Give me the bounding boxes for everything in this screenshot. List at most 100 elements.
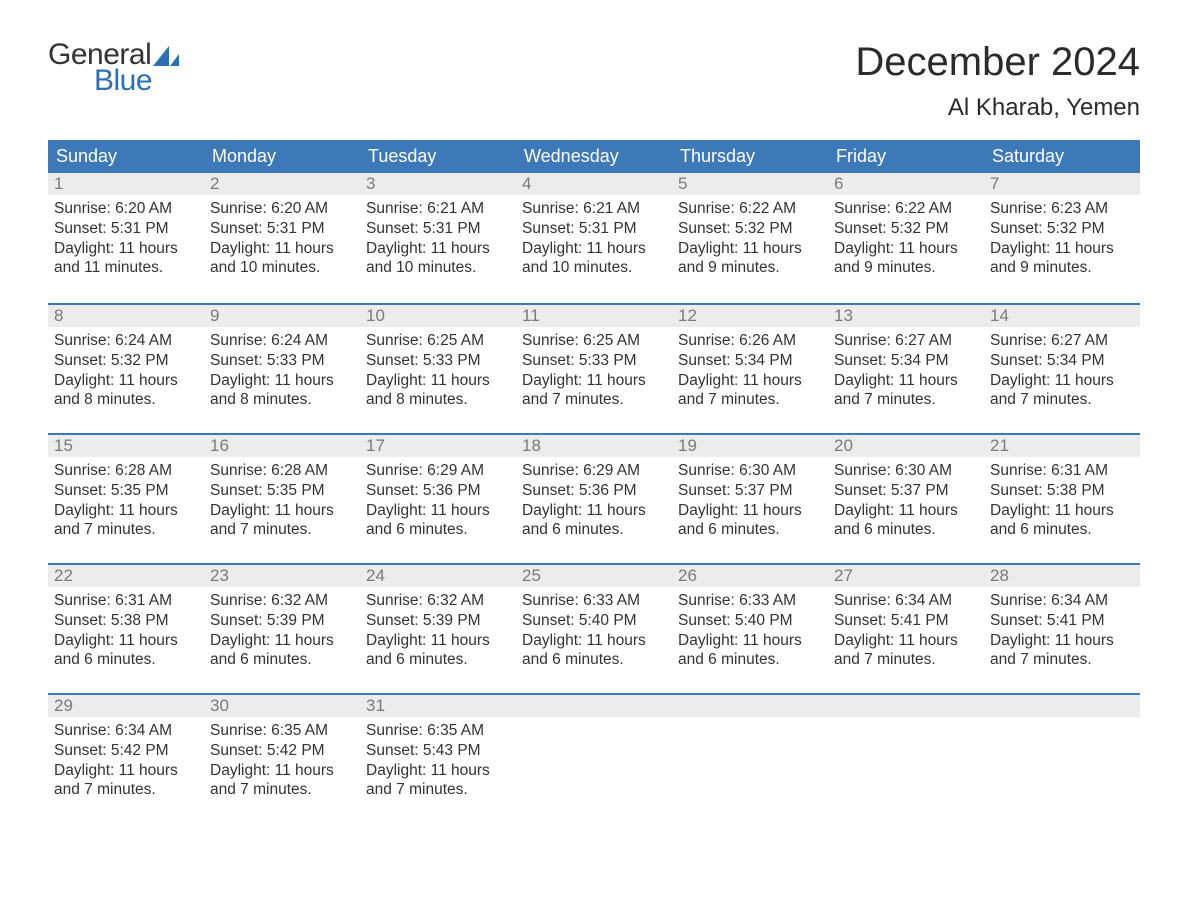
day-body: Sunrise: 6:23 AMSunset: 5:32 PMDaylight:…: [984, 195, 1140, 278]
daylight-text-2: and 7 minutes.: [366, 780, 510, 800]
page-subtitle: Al Kharab, Yemen: [855, 94, 1140, 122]
sunset-text: Sunset: 5:34 PM: [678, 351, 822, 371]
daylight-text-1: Daylight: 11 hours: [678, 631, 822, 651]
day-body: Sunrise: 6:34 AMSunset: 5:41 PMDaylight:…: [828, 587, 984, 670]
sunrise-text: Sunrise: 6:32 AM: [210, 591, 354, 611]
daylight-text-2: and 11 minutes.: [54, 258, 198, 278]
day-number-row: 27: [828, 565, 984, 587]
sunrise-text: Sunrise: 6:27 AM: [834, 331, 978, 351]
sunset-text: Sunset: 5:31 PM: [210, 219, 354, 239]
day-of-week-header: Sunday Monday Tuesday Wednesday Thursday…: [48, 140, 1140, 173]
calendar-day: 23Sunrise: 6:32 AMSunset: 5:39 PMDayligh…: [204, 565, 360, 693]
day-body: Sunrise: 6:29 AMSunset: 5:36 PMDaylight:…: [516, 457, 672, 540]
sunset-text: Sunset: 5:34 PM: [990, 351, 1134, 371]
daylight-text-2: and 7 minutes.: [834, 390, 978, 410]
day-number-row: 20: [828, 435, 984, 457]
daylight-text-1: Daylight: 11 hours: [54, 631, 198, 651]
dow-wednesday: Wednesday: [516, 140, 672, 173]
day-body: Sunrise: 6:33 AMSunset: 5:40 PMDaylight:…: [672, 587, 828, 670]
logo: General Blue: [48, 40, 179, 96]
day-number: 29: [48, 696, 73, 716]
daylight-text-2: and 7 minutes.: [54, 520, 198, 540]
sunrise-text: Sunrise: 6:33 AM: [522, 591, 666, 611]
calendar-day: [516, 695, 672, 823]
day-body: Sunrise: 6:20 AMSunset: 5:31 PMDaylight:…: [48, 195, 204, 278]
daylight-text-2: and 9 minutes.: [678, 258, 822, 278]
daylight-text-2: and 6 minutes.: [678, 520, 822, 540]
day-number-row: 3: [360, 173, 516, 195]
daylight-text-1: Daylight: 11 hours: [522, 501, 666, 521]
day-number-row: 28: [984, 565, 1140, 587]
day-number-row: 1: [48, 173, 204, 195]
calendar-day: 30Sunrise: 6:35 AMSunset: 5:42 PMDayligh…: [204, 695, 360, 823]
sail-icon: [153, 46, 179, 66]
calendar-day: 1Sunrise: 6:20 AMSunset: 5:31 PMDaylight…: [48, 173, 204, 303]
day-body: Sunrise: 6:28 AMSunset: 5:35 PMDaylight:…: [204, 457, 360, 540]
daylight-text-1: Daylight: 11 hours: [366, 631, 510, 651]
day-number: 12: [672, 306, 697, 326]
day-body: Sunrise: 6:35 AMSunset: 5:42 PMDaylight:…: [204, 717, 360, 800]
calendar-day: 18Sunrise: 6:29 AMSunset: 5:36 PMDayligh…: [516, 435, 672, 563]
day-number: 23: [204, 566, 229, 586]
calendar-day: 17Sunrise: 6:29 AMSunset: 5:36 PMDayligh…: [360, 435, 516, 563]
daylight-text-2: and 7 minutes.: [54, 780, 198, 800]
weeks-container: 1Sunrise: 6:20 AMSunset: 5:31 PMDaylight…: [48, 173, 1140, 823]
dow-saturday: Saturday: [984, 140, 1140, 173]
daylight-text-1: Daylight: 11 hours: [522, 239, 666, 259]
calendar-day: 24Sunrise: 6:32 AMSunset: 5:39 PMDayligh…: [360, 565, 516, 693]
daylight-text-1: Daylight: 11 hours: [678, 239, 822, 259]
sunset-text: Sunset: 5:33 PM: [366, 351, 510, 371]
daylight-text-2: and 6 minutes.: [366, 520, 510, 540]
day-number: 25: [516, 566, 541, 586]
calendar-day: 2Sunrise: 6:20 AMSunset: 5:31 PMDaylight…: [204, 173, 360, 303]
title-block: December 2024 Al Kharab, Yemen: [855, 40, 1140, 122]
day-number: 22: [48, 566, 73, 586]
day-number: 30: [204, 696, 229, 716]
calendar-day: 19Sunrise: 6:30 AMSunset: 5:37 PMDayligh…: [672, 435, 828, 563]
sunset-text: Sunset: 5:34 PM: [834, 351, 978, 371]
sunset-text: Sunset: 5:41 PM: [990, 611, 1134, 631]
day-body: Sunrise: 6:29 AMSunset: 5:36 PMDaylight:…: [360, 457, 516, 540]
sunrise-text: Sunrise: 6:34 AM: [834, 591, 978, 611]
daylight-text-2: and 6 minutes.: [834, 520, 978, 540]
sunrise-text: Sunrise: 6:24 AM: [210, 331, 354, 351]
calendar-day: 20Sunrise: 6:30 AMSunset: 5:37 PMDayligh…: [828, 435, 984, 563]
sunrise-text: Sunrise: 6:34 AM: [54, 721, 198, 741]
logo-text-2: Blue: [94, 66, 152, 96]
daylight-text-2: and 10 minutes.: [366, 258, 510, 278]
sunrise-text: Sunrise: 6:34 AM: [990, 591, 1134, 611]
day-body: Sunrise: 6:33 AMSunset: 5:40 PMDaylight:…: [516, 587, 672, 670]
daylight-text-1: Daylight: 11 hours: [990, 501, 1134, 521]
day-body: Sunrise: 6:24 AMSunset: 5:32 PMDaylight:…: [48, 327, 204, 410]
sunset-text: Sunset: 5:37 PM: [678, 481, 822, 501]
sunrise-text: Sunrise: 6:32 AM: [366, 591, 510, 611]
day-number: 4: [516, 174, 531, 194]
sunrise-text: Sunrise: 6:28 AM: [210, 461, 354, 481]
day-body: Sunrise: 6:27 AMSunset: 5:34 PMDaylight:…: [828, 327, 984, 410]
day-body: Sunrise: 6:22 AMSunset: 5:32 PMDaylight:…: [828, 195, 984, 278]
day-number-row: 7: [984, 173, 1140, 195]
calendar-day: 14Sunrise: 6:27 AMSunset: 5:34 PMDayligh…: [984, 305, 1140, 433]
day-number-row: 5: [672, 173, 828, 195]
calendar-day: 15Sunrise: 6:28 AMSunset: 5:35 PMDayligh…: [48, 435, 204, 563]
daylight-text-2: and 9 minutes.: [834, 258, 978, 278]
calendar-week: 22Sunrise: 6:31 AMSunset: 5:38 PMDayligh…: [48, 563, 1140, 693]
dow-monday: Monday: [204, 140, 360, 173]
daylight-text-1: Daylight: 11 hours: [522, 631, 666, 651]
daylight-text-1: Daylight: 11 hours: [366, 239, 510, 259]
sunset-text: Sunset: 5:43 PM: [366, 741, 510, 761]
sunset-text: Sunset: 5:38 PM: [54, 611, 198, 631]
day-number-row: 29: [48, 695, 204, 717]
daylight-text-2: and 6 minutes.: [522, 650, 666, 670]
sunset-text: Sunset: 5:31 PM: [366, 219, 510, 239]
daylight-text-2: and 10 minutes.: [522, 258, 666, 278]
day-number: 26: [672, 566, 697, 586]
sunset-text: Sunset: 5:31 PM: [522, 219, 666, 239]
day-number: 17: [360, 436, 385, 456]
day-number-row: 18: [516, 435, 672, 457]
calendar-day: 26Sunrise: 6:33 AMSunset: 5:40 PMDayligh…: [672, 565, 828, 693]
sunset-text: Sunset: 5:32 PM: [54, 351, 198, 371]
day-body: Sunrise: 6:34 AMSunset: 5:41 PMDaylight:…: [984, 587, 1140, 670]
day-number: 7: [984, 174, 999, 194]
day-body: Sunrise: 6:31 AMSunset: 5:38 PMDaylight:…: [48, 587, 204, 670]
